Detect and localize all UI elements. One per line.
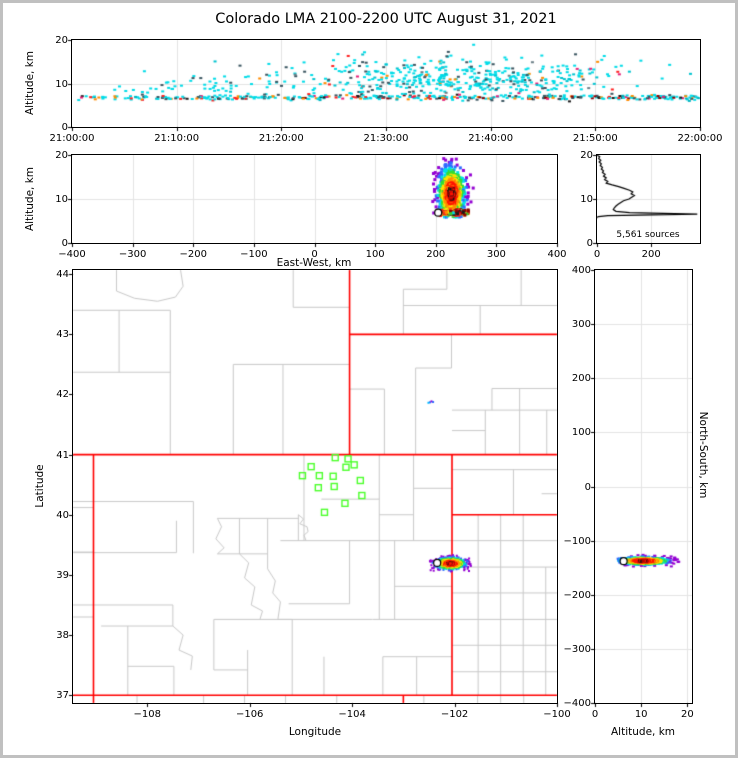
ns-y-tick-label: −100: [563, 535, 591, 547]
ns-y-tick-label: −400: [563, 698, 591, 709]
ew-y-tick-label: 20: [55, 150, 68, 161]
time-x-tick-label: 21:10:00: [154, 133, 200, 144]
ns-y-tick-label: 200: [571, 373, 591, 385]
ns-y-tick-label: 0: [584, 481, 591, 493]
map-y-tick-label: 39: [56, 569, 69, 581]
ew-x-tick-label: 300: [486, 249, 506, 260]
ew-y-tick-label: 0: [61, 238, 68, 249]
ew-x-axis-label: East-West, km: [276, 257, 352, 269]
map-x-axis-label: Longitude: [288, 726, 342, 738]
ns-x-axis-label: Altitude, km: [610, 726, 676, 738]
time-x-tick-label: 21:40:00: [468, 133, 514, 144]
ew-x-tick-label: −200: [179, 249, 207, 260]
ns-x-tick-label: 0: [591, 709, 599, 720]
ew-x-tick-label: −300: [118, 249, 147, 260]
hist-x-tick-label: 200: [641, 249, 661, 260]
ew-y-tick-label: 10: [55, 194, 68, 205]
ns-y-tick-label: −200: [563, 589, 591, 601]
ns-y-tick-label: −300: [563, 643, 591, 655]
ew-x-tick-label: −100: [240, 249, 268, 260]
map-y-tick-label: 37: [56, 690, 69, 702]
hist-y-tick-label: 20: [580, 150, 593, 161]
time-y-tick-label: 20: [55, 35, 68, 46]
time-x-tick-label: 21:50:00: [572, 133, 618, 144]
source-count-label: 5,561 sources: [616, 230, 680, 240]
map-x-tick-label: −104: [338, 709, 366, 720]
ew-x-tick-label: 0: [311, 249, 318, 260]
ew-x-tick-label: −400: [58, 249, 86, 260]
map-y-tick-label: 41: [56, 449, 69, 461]
map-x-tick-label: −108: [133, 709, 161, 720]
map-y-tick-label: 44: [56, 269, 69, 281]
time-x-tick-label: 21:20:00: [258, 133, 304, 144]
ns-y-axis-label: North-South, km: [697, 411, 709, 499]
time-x-tick-label: 22:00:00: [677, 133, 723, 144]
hist-y-tick-label: 0: [586, 238, 593, 249]
time-x-tick-label: 21:00:00: [49, 133, 95, 144]
ns-x-tick-label: 10: [634, 709, 648, 720]
map-x-tick-label: −106: [235, 709, 264, 720]
ew-x-tick-label: 400: [547, 249, 567, 260]
ns-x-tick-label: 20: [681, 709, 694, 720]
hist-x-tick-label: 0: [593, 249, 601, 260]
map-y-axis-label: Latitude: [34, 464, 46, 508]
map-y-tick-label: 38: [56, 630, 69, 642]
map-y-tick-label: 42: [56, 389, 69, 401]
time-y-tick-label: 10: [55, 78, 68, 90]
time-x-tick-label: 21:30:00: [363, 133, 409, 144]
time-y-tick-label: 0: [61, 122, 68, 133]
hist-y-tick-label: 10: [580, 194, 593, 205]
ew-x-tick-label: 200: [426, 249, 446, 260]
ns-y-tick-label: 100: [571, 427, 591, 439]
ns-y-tick-label: 400: [571, 265, 591, 276]
ew-x-tick-label: 100: [365, 249, 385, 260]
map-x-tick-label: −100: [543, 709, 571, 720]
figure-title: Colorado LMA 2100-2200 UTC August 31, 20…: [215, 11, 557, 27]
map-y-tick-label: 40: [56, 509, 69, 521]
map-y-tick-label: 43: [56, 329, 69, 341]
ns-y-tick-label: 300: [571, 319, 591, 331]
map-x-tick-label: −102: [440, 709, 469, 720]
